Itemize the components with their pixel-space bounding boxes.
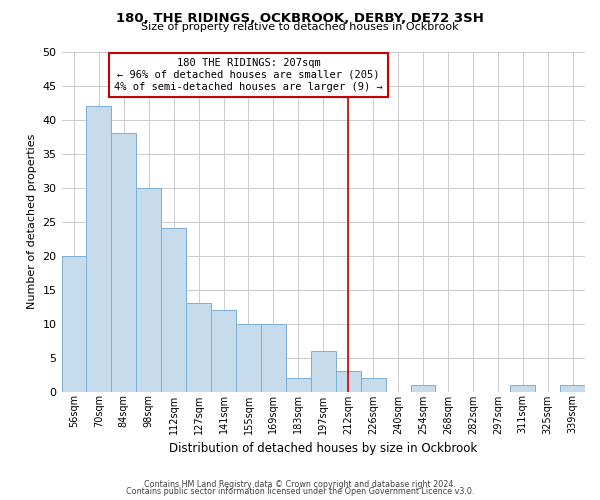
Bar — [236, 324, 261, 392]
Text: 180 THE RIDINGS: 207sqm
← 96% of detached houses are smaller (205)
4% of semi-de: 180 THE RIDINGS: 207sqm ← 96% of detache… — [114, 58, 383, 92]
Bar — [112, 133, 136, 392]
Bar — [286, 378, 311, 392]
Bar — [211, 310, 236, 392]
Bar — [136, 188, 161, 392]
Bar — [336, 371, 361, 392]
Y-axis label: Number of detached properties: Number of detached properties — [27, 134, 37, 309]
Bar — [510, 384, 535, 392]
Bar — [186, 303, 211, 392]
Bar — [62, 256, 86, 392]
Text: Contains public sector information licensed under the Open Government Licence v3: Contains public sector information licen… — [126, 487, 474, 496]
Text: Size of property relative to detached houses in Ockbrook: Size of property relative to detached ho… — [141, 22, 459, 32]
Bar — [86, 106, 112, 392]
X-axis label: Distribution of detached houses by size in Ockbrook: Distribution of detached houses by size … — [169, 442, 478, 455]
Bar — [311, 350, 336, 392]
Bar — [560, 384, 585, 392]
Bar — [410, 384, 436, 392]
Text: Contains HM Land Registry data © Crown copyright and database right 2024.: Contains HM Land Registry data © Crown c… — [144, 480, 456, 489]
Bar — [261, 324, 286, 392]
Bar — [361, 378, 386, 392]
Bar — [161, 228, 186, 392]
Text: 180, THE RIDINGS, OCKBROOK, DERBY, DE72 3SH: 180, THE RIDINGS, OCKBROOK, DERBY, DE72 … — [116, 12, 484, 26]
